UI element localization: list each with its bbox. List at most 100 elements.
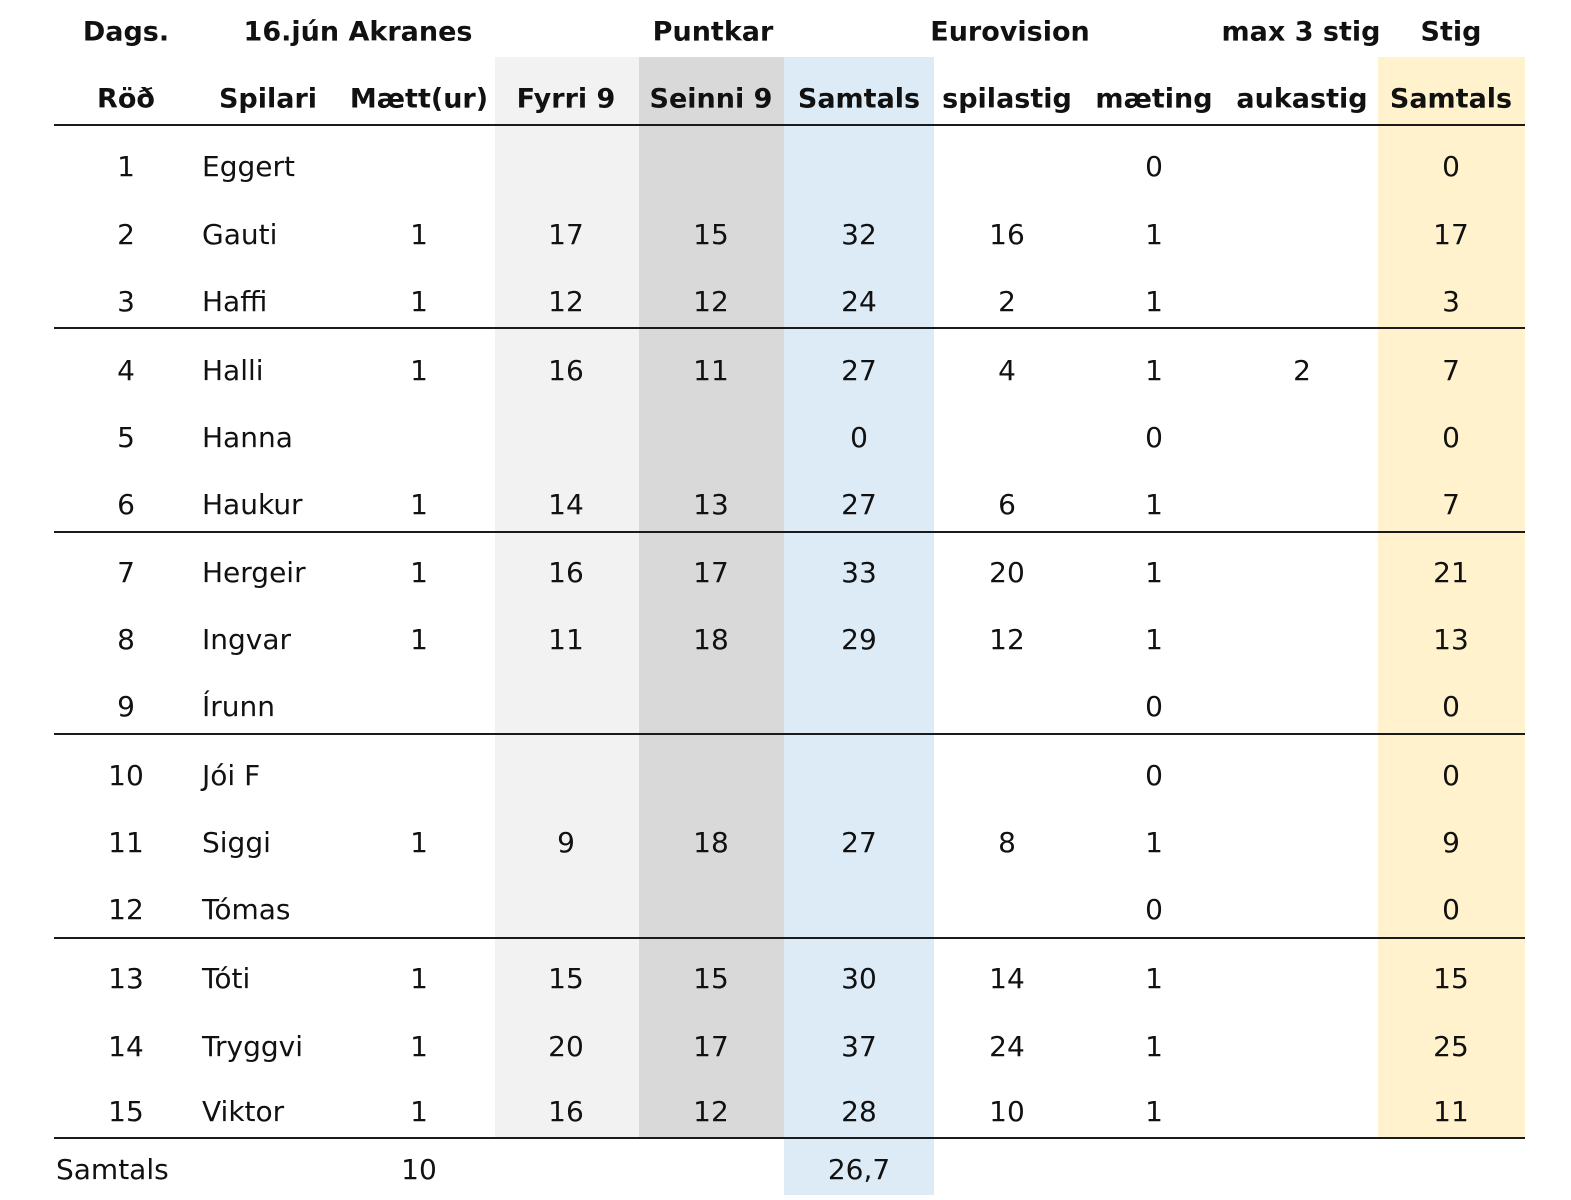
cell-rod: 7 <box>117 556 135 589</box>
header-maett: Mætt(ur) <box>349 83 489 115</box>
cell-fyrri: 16 <box>548 556 584 589</box>
cell-seinni: 12 <box>693 1095 729 1128</box>
cell-spilastig: 24 <box>989 1030 1025 1063</box>
cell-stig: 25 <box>1433 1030 1469 1063</box>
cell-fyrri: 14 <box>548 488 584 521</box>
cell-maett: 1 <box>410 354 428 387</box>
group-rule <box>54 937 1525 939</box>
cell-spilari: Haukur <box>202 488 303 521</box>
header-stig: Stig <box>1420 16 1482 48</box>
cell-spilastig: 2 <box>998 285 1016 318</box>
cell-spilastig: 12 <box>989 623 1025 656</box>
cell-fyrri: 11 <box>548 623 584 656</box>
header-samtals: Samtals <box>797 83 921 115</box>
cell-seinni: 11 <box>693 354 729 387</box>
header-spilari: Spilari <box>218 83 318 115</box>
cell-maeting: 0 <box>1145 759 1163 792</box>
cell-rod: 6 <box>117 488 135 521</box>
cell-maeting: 1 <box>1145 1095 1163 1128</box>
cell-fyrri: 17 <box>548 218 584 251</box>
cell-spilastig: 8 <box>998 826 1016 859</box>
cell-seinni: 18 <box>693 826 729 859</box>
cell-maeting: 1 <box>1145 285 1163 318</box>
cell-rod: 5 <box>117 421 135 454</box>
footer-samtals-avg: 26,7 <box>827 1153 891 1186</box>
header-dags: Dags. <box>82 16 170 48</box>
cell-spilastig: 10 <box>989 1095 1025 1128</box>
cell-samtals: 27 <box>841 354 877 387</box>
header-rod: Röð <box>97 83 155 115</box>
samtals-column-band <box>784 57 934 1195</box>
stig-column-band <box>1378 57 1525 1138</box>
cell-stig: 7 <box>1442 354 1460 387</box>
cell-maeting: 1 <box>1145 354 1163 387</box>
cell-seinni: 15 <box>693 962 729 995</box>
cell-maeting: 0 <box>1145 421 1163 454</box>
cell-samtals: 30 <box>841 962 877 995</box>
cell-maett: 1 <box>410 488 428 521</box>
cell-spilastig: 14 <box>989 962 1025 995</box>
cell-spilari: Írunn <box>202 690 276 723</box>
cell-stig: 0 <box>1442 421 1460 454</box>
cell-samtals: 24 <box>841 285 877 318</box>
cell-spilastig: 6 <box>998 488 1016 521</box>
cell-maeting: 1 <box>1145 623 1163 656</box>
header-stig-samtals: Samtals <box>1389 83 1513 115</box>
fyrri-column-band <box>495 57 639 1138</box>
cell-fyrri: 20 <box>548 1030 584 1063</box>
cell-maett: 1 <box>410 623 428 656</box>
cell-samtals: 33 <box>841 556 877 589</box>
cell-spilari: Viktor <box>202 1095 285 1128</box>
cell-maeting: 0 <box>1145 150 1163 183</box>
cell-stig: 0 <box>1442 893 1460 926</box>
cell-spilari: Jói F <box>202 759 261 792</box>
cell-stig: 15 <box>1433 962 1469 995</box>
cell-spilastig: 4 <box>998 354 1016 387</box>
cell-fyrri: 16 <box>548 1095 584 1128</box>
cell-maett: 1 <box>410 556 428 589</box>
cell-stig: 0 <box>1442 759 1460 792</box>
header-fyrri: Fyrri 9 <box>516 83 616 115</box>
cell-maeting: 1 <box>1145 218 1163 251</box>
cell-seinni: 17 <box>693 556 729 589</box>
cell-spilari: Tómas <box>202 893 291 926</box>
group-rule <box>54 733 1525 735</box>
cell-seinni: 17 <box>693 1030 729 1063</box>
cell-maett: 1 <box>410 1030 428 1063</box>
cell-maeting: 1 <box>1145 488 1163 521</box>
cell-fyrri: 9 <box>557 826 575 859</box>
header-maeting: mæting <box>1095 83 1213 115</box>
cell-rod: 15 <box>108 1095 144 1128</box>
header-puntkar: Puntkar <box>652 16 774 48</box>
cell-spilari: Tóti <box>202 962 251 995</box>
cell-stig: 17 <box>1433 218 1469 251</box>
group-rule <box>54 531 1525 533</box>
cell-maeting: 0 <box>1145 893 1163 926</box>
cell-samtals: 37 <box>841 1030 877 1063</box>
cell-rod: 1 <box>117 150 135 183</box>
header-max-stig: max 3 stig <box>1221 16 1381 48</box>
cell-spilari: Halli <box>202 354 264 387</box>
cell-stig: 0 <box>1442 150 1460 183</box>
cell-spilastig: 16 <box>989 218 1025 251</box>
cell-maeting: 1 <box>1145 1030 1163 1063</box>
header-eurovision: Eurovision <box>930 16 1090 48</box>
cell-stig: 7 <box>1442 488 1460 521</box>
cell-rod: 8 <box>117 623 135 656</box>
cell-samtals: 0 <box>850 421 868 454</box>
header-date-place: 16.jún Akranes <box>243 16 473 48</box>
footer-label: Samtals <box>56 1153 169 1186</box>
cell-maett: 1 <box>410 826 428 859</box>
cell-maett: 1 <box>410 285 428 318</box>
cell-spilari: Siggi <box>202 826 271 859</box>
header-spilastig: spilastig <box>942 83 1072 115</box>
cell-stig: 0 <box>1442 690 1460 723</box>
cell-spilari: Ingvar <box>202 623 292 656</box>
cell-maett: 1 <box>410 218 428 251</box>
cell-seinni: 18 <box>693 623 729 656</box>
header-seinni: Seinni 9 <box>649 83 773 115</box>
cell-spilari: Gauti <box>202 218 278 251</box>
cell-spilari: Haffi <box>202 285 268 318</box>
cell-stig: 21 <box>1433 556 1469 589</box>
